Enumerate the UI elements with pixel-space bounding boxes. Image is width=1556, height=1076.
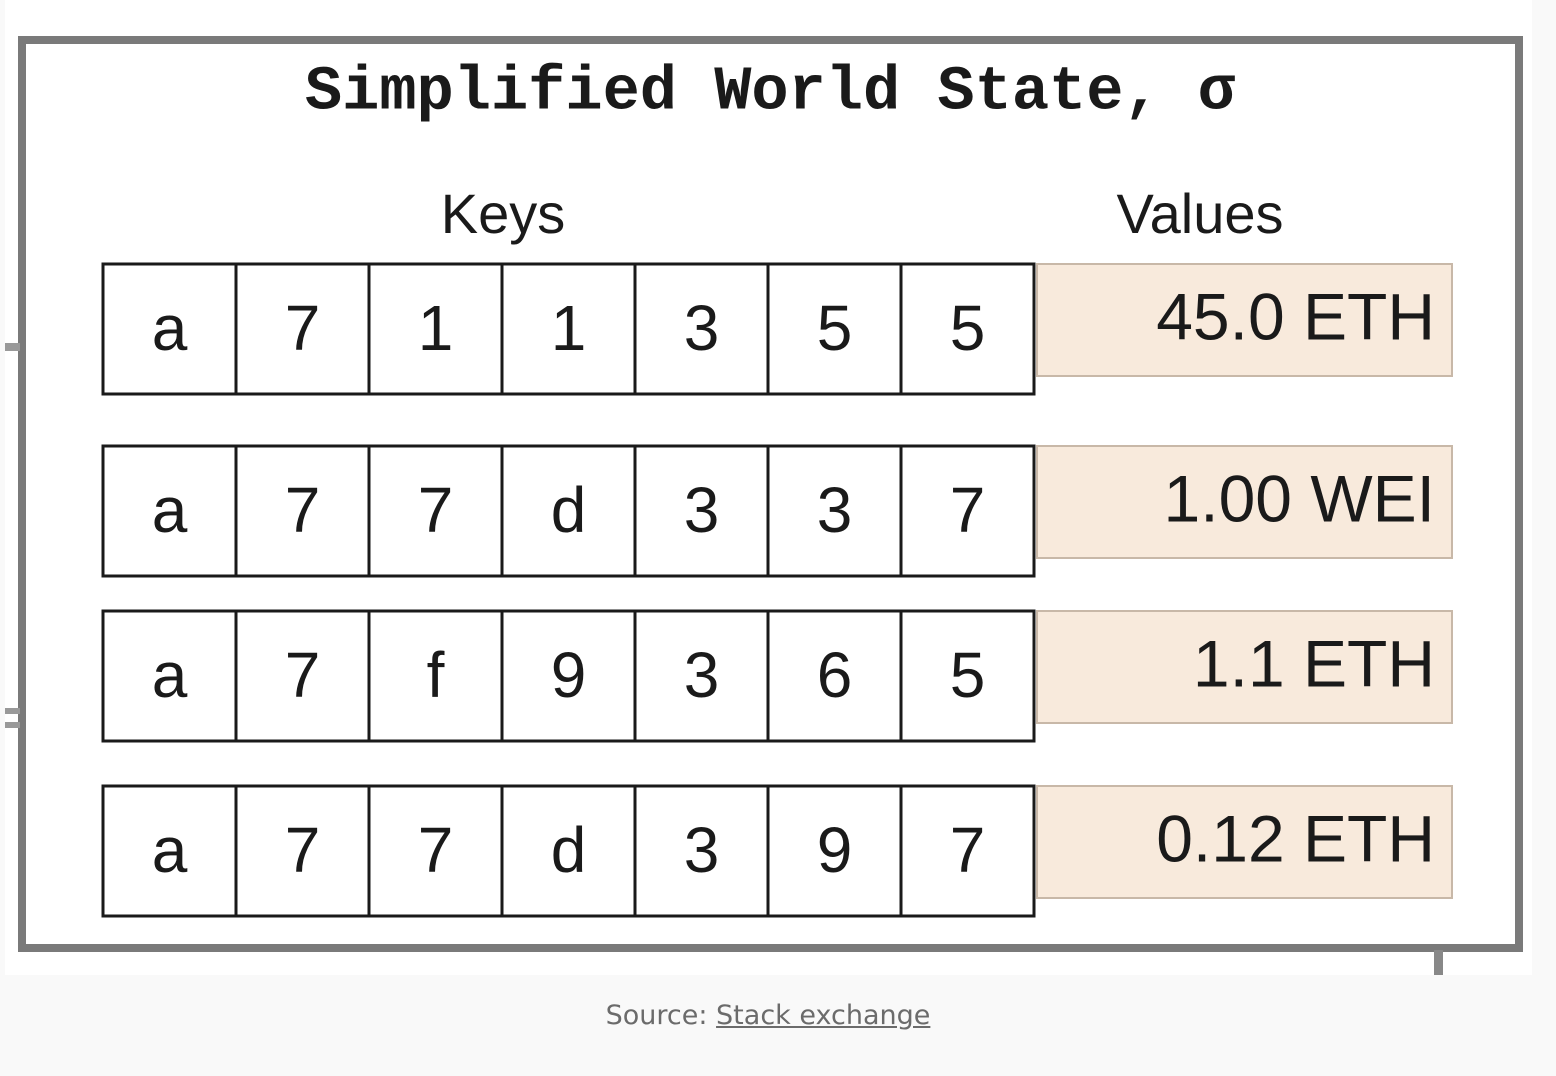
key-char: 5 [950,639,986,711]
key-cell [101,784,238,918]
key-cell [500,262,637,396]
value-box [1036,785,1453,899]
key-char: 3 [684,292,720,364]
key-cell [633,784,770,918]
caption: Source: Stack exchange [0,1000,1536,1031]
keys-label: Keys [441,182,566,245]
key-cell [367,262,504,396]
diagram-title: Simplified World State, σ [305,56,1235,127]
key-cell [899,262,1036,396]
key-char: 3 [817,474,853,546]
key-cell [899,444,1036,578]
key-cell [101,609,238,743]
edge-mark [5,708,20,714]
key-cell [101,262,238,396]
key-cell [234,444,371,578]
value-text: 1.1 ETH [1193,626,1435,700]
key-char: 9 [817,814,853,886]
value-text: 45.0 ETH [1156,279,1435,353]
key-cell [500,444,637,578]
key-char: a [152,292,188,364]
key-char: 7 [285,474,321,546]
key-cell [766,262,903,396]
key-cell [766,444,903,578]
value-box [1036,445,1453,559]
key-char: d [551,474,587,546]
key-cell [367,609,504,743]
key-char: 3 [684,814,720,886]
value-text: 1.00 WEI [1164,461,1435,535]
key-cell [633,609,770,743]
key-char: d [551,814,587,886]
key-cell [633,262,770,396]
key-cell [367,784,504,918]
diagram-image: Simplified World State, σ Keys Values 45… [5,36,1523,975]
value-box [1036,263,1453,377]
key-char: 1 [551,292,587,364]
edge-mark [5,343,20,351]
key-char: a [152,814,188,886]
key-char: 7 [950,474,986,546]
key-char: 5 [817,292,853,364]
edge-mark [1434,950,1443,975]
key-char: a [152,474,188,546]
key-char: f [427,639,445,711]
source-link[interactable]: Stack exchange [716,1000,931,1031]
key-cell [367,444,504,578]
key-char: 7 [285,639,321,711]
key-cell [500,609,637,743]
values-label: Values [1116,182,1283,245]
caption-prefix: Source: [605,1000,708,1031]
frame [18,36,1523,952]
key-cell [899,784,1036,918]
key-char: 7 [418,474,454,546]
key-char: a [152,639,188,711]
key-char: 5 [950,292,986,364]
key-cell [899,609,1036,743]
key-char: 7 [285,814,321,886]
key-char: 3 [684,639,720,711]
value-box [1036,610,1453,724]
key-char: 7 [950,814,986,886]
value-text: 0.12 ETH [1156,801,1435,875]
key-cell [234,784,371,918]
edge-mark [5,722,20,728]
key-cell [234,609,371,743]
key-char: 6 [817,639,853,711]
key-char: 9 [551,639,587,711]
key-char: 7 [418,814,454,886]
key-char: 3 [684,474,720,546]
key-char: 7 [285,292,321,364]
key-char: 1 [418,292,454,364]
